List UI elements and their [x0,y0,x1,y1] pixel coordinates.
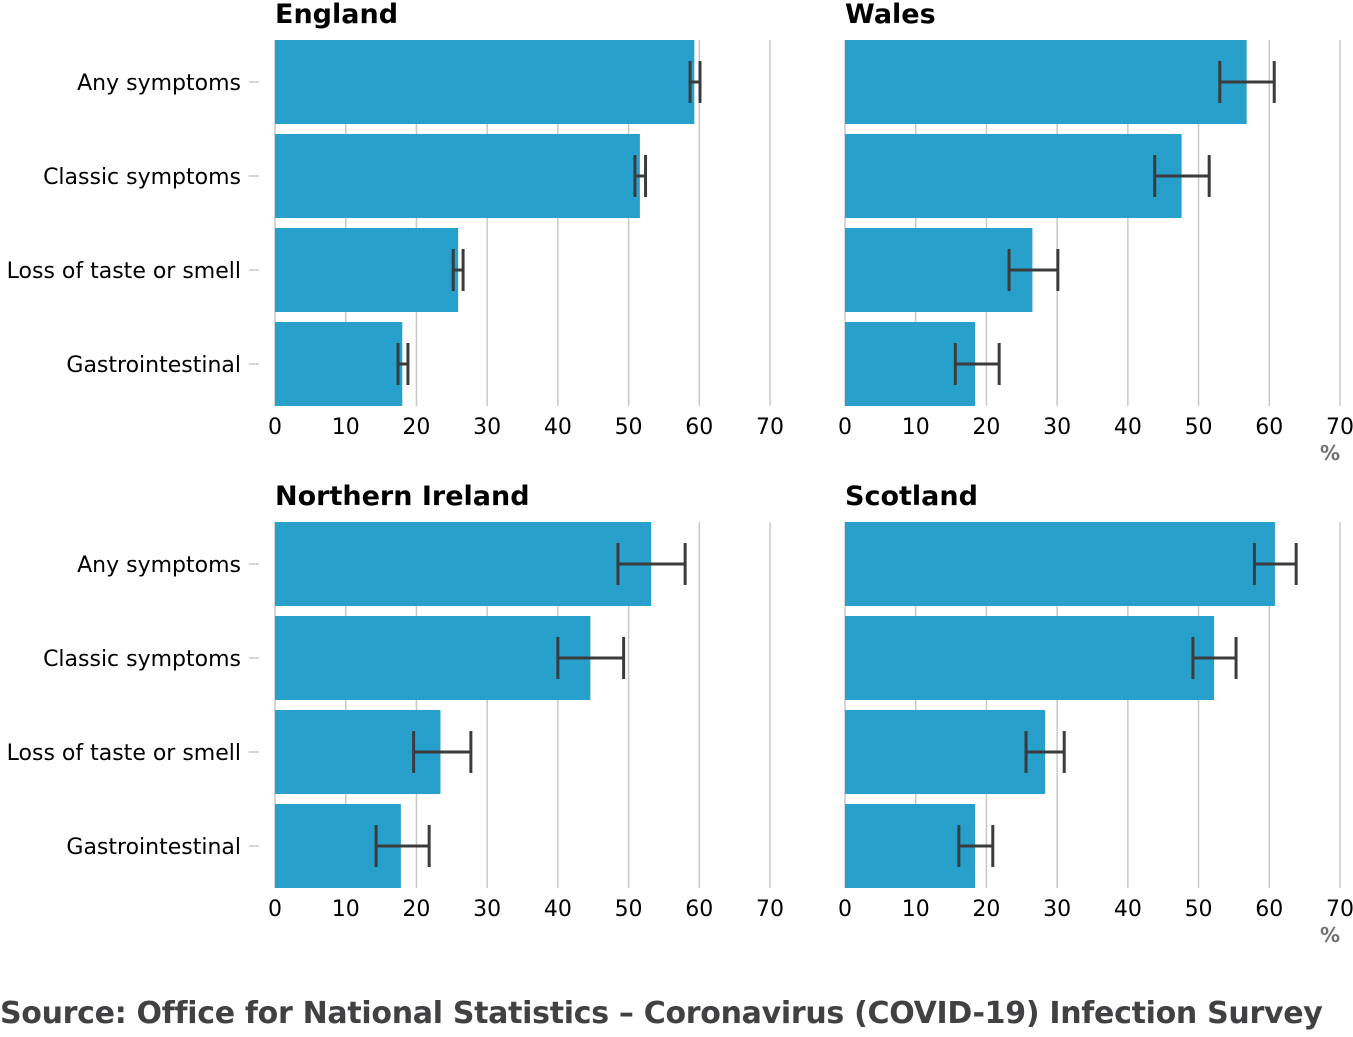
panel-title: Scotland [845,481,978,512]
x-tick-label: 30 [473,897,501,922]
x-tick-label: 70 [756,415,784,440]
x-tick-label: 60 [1255,897,1283,922]
y-tick-label: Classic symptoms [43,647,241,672]
x-tick-label: 20 [972,415,1000,440]
x-tick-label: 50 [1185,897,1213,922]
x-tick-label: 20 [402,415,430,440]
x-axis-unit: % [1320,923,1340,947]
panel-title: England [275,0,398,30]
x-tick-label: 10 [332,415,360,440]
x-tick-label: 40 [544,897,572,922]
x-tick-label: 60 [1255,415,1283,440]
x-tick-label: 60 [685,415,713,440]
bar [845,40,1247,124]
x-tick-label: 70 [1326,897,1353,922]
x-tick-label: 50 [615,415,643,440]
source-note: Source: Office for National Statistics –… [0,996,1323,1031]
x-tick-label: 10 [332,897,360,922]
x-tick-label: 70 [1326,415,1353,440]
x-tick-label: 30 [473,415,501,440]
bar [845,228,1033,312]
x-tick-label: 40 [1114,897,1142,922]
x-tick-label: 40 [1114,415,1142,440]
x-tick-label: 30 [1043,897,1071,922]
bar [845,804,976,888]
y-tick-label: Any symptoms [77,71,241,96]
y-tick-label: Loss of taste or smell [7,741,241,766]
x-tick-label: 0 [838,897,852,922]
x-tick-label: 0 [268,897,282,922]
y-tick-label: Classic symptoms [43,165,241,190]
bar [275,40,695,124]
bar [845,522,1275,606]
x-tick-label: 10 [902,897,930,922]
x-tick-label: 0 [268,415,282,440]
bar [845,710,1046,794]
bar [275,134,640,218]
x-tick-label: 0 [838,415,852,440]
bar [275,322,403,406]
panel-title: Northern Ireland [275,481,530,512]
x-tick-label: 20 [402,897,430,922]
bar [275,522,652,606]
y-tick-label: Loss of taste or smell [7,259,241,284]
panel-title: Wales [845,0,936,30]
bar [275,228,459,312]
x-tick-label: 50 [615,897,643,922]
x-tick-label: 40 [544,415,572,440]
y-tick-label: Gastrointestinal [66,353,241,378]
x-tick-label: 10 [902,415,930,440]
x-tick-label: 70 [756,897,784,922]
bar [845,616,1215,700]
bar [845,322,976,406]
bar [275,616,591,700]
bar [845,134,1182,218]
x-tick-label: 50 [1185,415,1213,440]
y-tick-label: Any symptoms [77,553,241,578]
x-tick-label: 30 [1043,415,1071,440]
x-tick-label: 20 [972,897,1000,922]
y-tick-label: Gastrointestinal [66,835,241,860]
x-axis-unit: % [1320,441,1340,465]
x-tick-label: 60 [685,897,713,922]
